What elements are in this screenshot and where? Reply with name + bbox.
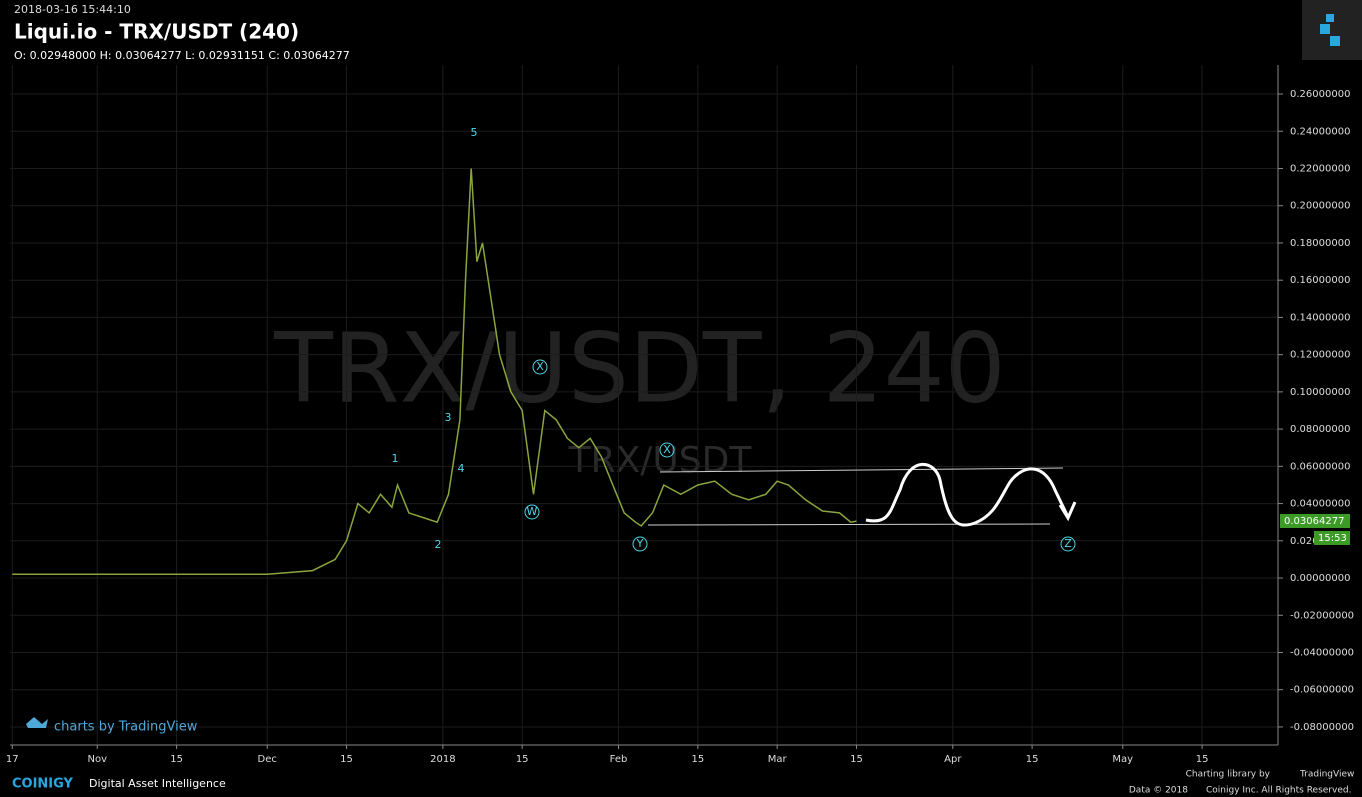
tagline: Digital Asset Intelligence bbox=[89, 777, 226, 790]
data-credit: Data © 2018 bbox=[1129, 786, 1188, 796]
brand: COINIGY bbox=[12, 777, 74, 792]
title: Liqui.io - TRX/USDT (240) bbox=[14, 20, 299, 44]
wave-label: 5 bbox=[471, 126, 478, 139]
x-tick-label: 15 bbox=[516, 754, 529, 765]
x-tick-label: May bbox=[1112, 754, 1133, 765]
y-tick-label: 0.10000000 bbox=[1290, 387, 1350, 398]
price-line bbox=[12, 168, 857, 576]
x-tick-label: Dec bbox=[258, 754, 277, 765]
watermark-small: TRX/USDT bbox=[568, 440, 753, 481]
y-tick-label: 0.18000000 bbox=[1290, 238, 1350, 249]
y-tick-label: -0.06000000 bbox=[1290, 685, 1354, 696]
y-tick-label: 0.26000000 bbox=[1290, 89, 1350, 100]
price-tag bbox=[1280, 513, 1350, 528]
x-tick-label: 15 bbox=[691, 754, 704, 765]
wave-label: 1 bbox=[392, 452, 399, 465]
logo bbox=[1320, 14, 1340, 46]
wave-label: W bbox=[527, 505, 538, 518]
y-tick-label: 0.00000000 bbox=[1290, 573, 1350, 584]
y-tick-label: 0.06000000 bbox=[1290, 461, 1350, 472]
y-tick-label: 0.020 bbox=[1290, 536, 1319, 547]
price-tag-label: 0.03064277 bbox=[1284, 516, 1344, 527]
library-credit: Charting library by bbox=[1186, 770, 1271, 780]
channel bbox=[647, 467, 1064, 526]
x-tick-label: 17 bbox=[6, 754, 19, 765]
ohlc: O: 0.02948000 H: 0.03064277 L: 0.0293115… bbox=[14, 49, 350, 62]
tv-credit[interactable]: charts by TradingView bbox=[54, 720, 198, 735]
projection bbox=[865, 462, 1077, 527]
countdown-tag bbox=[1314, 530, 1350, 545]
y-tick-label: -0.02000000 bbox=[1290, 610, 1354, 621]
logo-box bbox=[1302, 0, 1362, 60]
rights: Coinigy Inc. All Rights Reserved. bbox=[1206, 786, 1351, 796]
plot bbox=[10, 65, 1278, 745]
wave-label: X bbox=[663, 443, 671, 456]
x-tick-label: 15 bbox=[340, 754, 353, 765]
x-tick-label: Mar bbox=[768, 754, 788, 765]
watermark: TRX/USDT, 240 bbox=[273, 312, 1005, 424]
x-tick-label: 15 bbox=[850, 754, 863, 765]
y-tick-label: 0.04000000 bbox=[1290, 499, 1350, 510]
wave-circles bbox=[524, 359, 1076, 552]
library-name: TradingView bbox=[1299, 770, 1354, 780]
wave-label: X bbox=[536, 360, 544, 373]
wave-label: 3 bbox=[445, 411, 452, 424]
y-tick-label: 0.22000000 bbox=[1290, 163, 1350, 174]
x-tick-label: 15 bbox=[1196, 754, 1209, 765]
y-tick-label: -0.08000000 bbox=[1290, 722, 1354, 733]
x-tick-label: 15 bbox=[1026, 754, 1039, 765]
x-tick-label: 2018 bbox=[430, 754, 455, 765]
wave-label: Y bbox=[636, 537, 644, 550]
y-tick-label: 0.20000000 bbox=[1290, 201, 1350, 212]
y-tick-label: 0.12000000 bbox=[1290, 350, 1350, 361]
countdown-label: 15:53 bbox=[1318, 533, 1347, 544]
timestamp: 2018-03-16 15:44:10 bbox=[14, 3, 131, 16]
x-tick-label: 15 bbox=[170, 754, 183, 765]
y-tick-label: 0.14000000 bbox=[1290, 312, 1350, 323]
x-tick-label: Nov bbox=[87, 754, 107, 765]
x-tick-label: Apr bbox=[944, 754, 962, 765]
wave-label: 2 bbox=[435, 538, 442, 551]
x-tick-label: Feb bbox=[610, 754, 628, 765]
tv-icon bbox=[26, 717, 48, 728]
y-tick-label: 0.08000000 bbox=[1290, 424, 1350, 435]
wave-label: 4 bbox=[458, 462, 465, 475]
y-tick-label: 0.16000000 bbox=[1290, 275, 1350, 286]
y-tick-label: 0.24000000 bbox=[1290, 126, 1350, 137]
y-tick-label: -0.04000000 bbox=[1290, 647, 1354, 658]
wave-label: Z bbox=[1064, 537, 1072, 550]
